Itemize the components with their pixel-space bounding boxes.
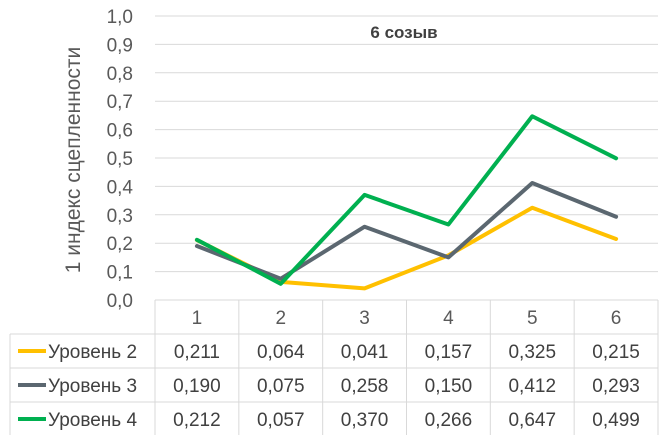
y-axis-label: 1 индекс сцепленности [62,47,85,274]
y-tick-label: 1,0 [107,7,133,28]
data-label: 0,215 [592,342,640,363]
series-line [194,180,619,281]
y-tick-label: 0,7 [107,92,133,113]
y-tick-label: 0,0 [107,291,133,312]
y-tick-label: 0,9 [107,35,133,56]
y-tick-label: 0,8 [107,64,133,85]
x-tick-label: 3 [359,308,370,329]
data-label: 0,150 [425,376,473,397]
series-line [194,205,619,291]
data-label: 0,190 [173,376,221,397]
legend-label: Уровень 2 [48,342,137,363]
data-label: 0,212 [173,410,221,431]
series-lines [194,114,619,291]
legend-label: Уровень 3 [48,376,137,397]
y-axis-ticks: 0,0 0,1 0,2 0,3 0,4 0,5 0,6 0,7 0,8 0,9 1,0 [107,7,134,312]
y-tick-label: 0,1 [107,263,133,284]
x-tick-label: 5 [527,308,538,329]
x-tick-label: 2 [275,308,286,329]
data-table: 1 2 3 4 5 6 Уровень 2 0,211 0,064 0,041 0,157 0,325… [9,300,659,435]
y-tick-label: 0,5 [107,149,133,170]
chart-title: 6 созыв [370,23,437,42]
data-label: 0,370 [341,410,389,431]
x-tick-label: 1 [192,308,203,329]
data-label: 0,266 [425,410,473,431]
data-label: 0,412 [508,376,556,397]
y-tick-label: 0,4 [107,177,134,198]
data-label: 0,499 [592,410,640,431]
y-tick-label: 0,2 [107,234,133,255]
data-label: 0,057 [257,410,305,431]
x-tick-label: 6 [611,308,622,329]
data-label: 0,064 [257,342,305,363]
y-tick-label: 0,6 [107,121,133,142]
data-label: 0,041 [341,342,389,363]
data-label: 0,293 [592,376,640,397]
legend-label: Уровень 4 [48,410,137,431]
data-label: 0,157 [425,342,473,363]
gridlines [155,15,658,301]
y-tick-label: 0,3 [107,206,133,227]
data-label: 0,211 [174,342,220,363]
data-label: 0,075 [257,376,305,397]
data-label: 0,258 [341,376,389,397]
series-line [194,114,619,286]
data-label: 0,325 [508,342,556,363]
data-label: 0,647 [508,410,556,431]
x-tick-label: 4 [443,308,454,329]
